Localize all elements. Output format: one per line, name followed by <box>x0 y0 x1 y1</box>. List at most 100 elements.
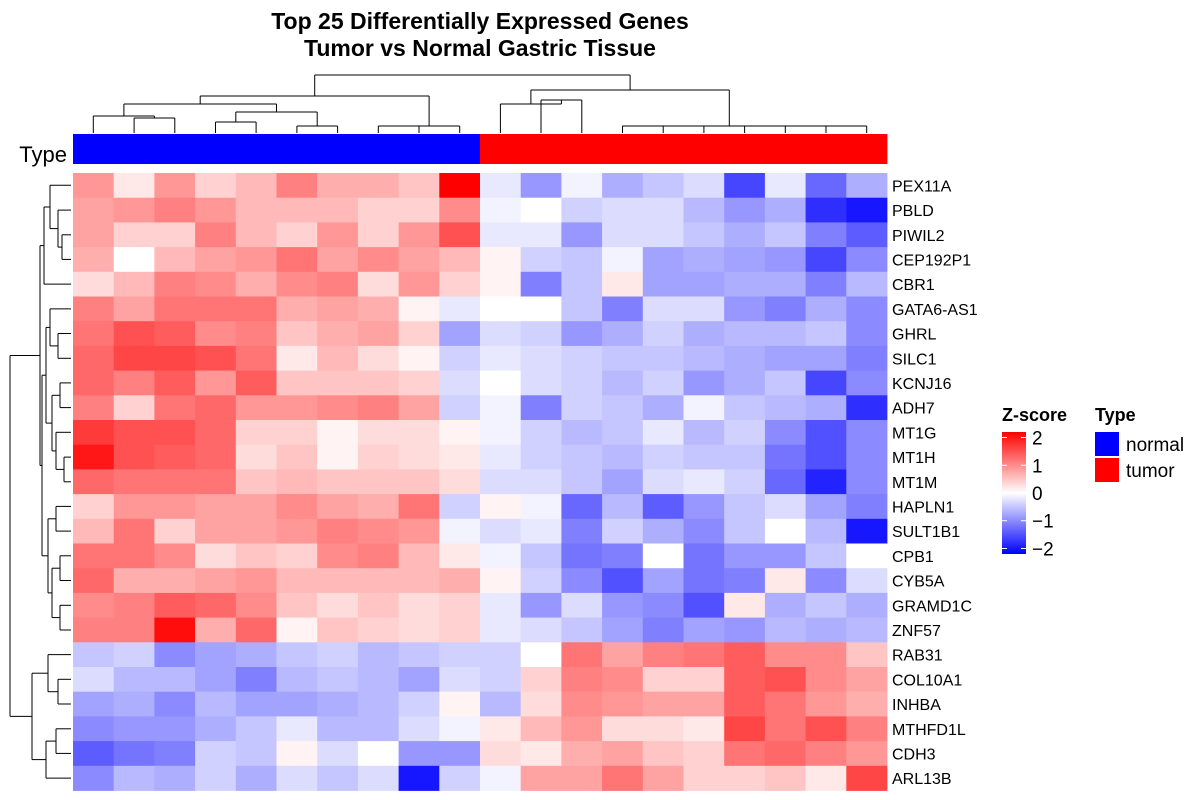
heatmap-cell <box>846 370 888 396</box>
heatmap-cell <box>439 518 481 544</box>
heatmap-cell <box>602 271 644 297</box>
heatmap-cell <box>276 197 318 223</box>
heatmap-cell <box>520 444 562 470</box>
heatmap-cell <box>195 420 237 446</box>
heatmap-cell <box>805 716 847 742</box>
heatmap-cell <box>520 716 562 742</box>
heatmap-cell <box>520 321 562 347</box>
heatmap-cell <box>642 765 684 791</box>
heatmap-cell <box>683 173 725 199</box>
heatmap-cell <box>805 395 847 421</box>
heatmap-cell <box>561 370 603 396</box>
heatmap-cell <box>235 741 277 767</box>
heatmap-cell <box>357 345 399 371</box>
heatmap-cell <box>724 370 766 396</box>
annotation-cell <box>235 134 277 164</box>
heatmap-cell <box>317 543 359 569</box>
heatmap-cell <box>317 395 359 421</box>
heatmap-cell <box>724 395 766 421</box>
heatmap-cell <box>642 691 684 717</box>
heatmap-cell <box>805 592 847 618</box>
heatmap-cell <box>805 271 847 297</box>
heatmap-cell <box>154 494 196 520</box>
heatmap-cell <box>235 420 277 446</box>
heatmap-cell <box>113 271 155 297</box>
gene-label: CEP192P1 <box>892 252 971 269</box>
heatmap-cell <box>764 370 806 396</box>
heatmap-cell <box>846 741 888 767</box>
heatmap-cell <box>683 494 725 520</box>
gene-label: CYB5A <box>892 574 945 591</box>
heatmap-cell <box>520 642 562 668</box>
heatmap-cell <box>317 494 359 520</box>
heatmap-cell <box>357 321 399 347</box>
heatmap-cell <box>805 765 847 791</box>
gene-label: GATA6-AS1 <box>892 302 978 319</box>
heatmap-cell <box>561 518 603 544</box>
heatmap-cell <box>398 568 440 594</box>
zscore-legend: Z-score 2 1 0 −1 −2 <box>1002 405 1067 561</box>
heatmap-cell <box>480 197 522 223</box>
heatmap-cell <box>520 271 562 297</box>
heatmap-cell <box>235 296 277 322</box>
heatmap-cell <box>642 617 684 643</box>
heatmap-cell <box>154 617 196 643</box>
heatmap-cell <box>154 592 196 618</box>
heatmap-cell <box>520 667 562 693</box>
heatmap-cell <box>439 765 481 791</box>
heatmap-cell <box>317 444 359 470</box>
type-legend-entries: normal tumor <box>1095 432 1184 482</box>
heatmap-cell <box>602 518 644 544</box>
heatmap-cell <box>642 345 684 371</box>
zscore-tick-label: 1 <box>1032 456 1043 477</box>
heatmap-cell <box>520 617 562 643</box>
heatmap-cell <box>357 444 399 470</box>
heatmap-cell <box>602 667 644 693</box>
heatmap-cell <box>439 494 481 520</box>
annotation-label: Type <box>19 142 67 167</box>
heatmap-cell <box>602 543 644 569</box>
heatmap-cell <box>317 296 359 322</box>
heatmap-cell <box>357 370 399 396</box>
heatmap-cell <box>195 469 237 495</box>
heatmap-cell <box>846 518 888 544</box>
heatmap-cell <box>235 370 277 396</box>
heatmap-cell <box>683 691 725 717</box>
heatmap-cell <box>561 617 603 643</box>
heatmap-cell <box>113 173 155 199</box>
heatmap-cell <box>357 469 399 495</box>
heatmap-cell <box>276 518 318 544</box>
heatmap-cell <box>724 444 766 470</box>
heatmap-cell <box>764 296 806 322</box>
heatmap-cell <box>398 345 440 371</box>
heatmap-cell <box>642 741 684 767</box>
gene-label: CBR1 <box>892 277 935 294</box>
heatmap-cell <box>73 197 115 223</box>
heatmap-cell <box>235 247 277 273</box>
heatmap-cell <box>805 667 847 693</box>
gene-label: PEX11A <box>892 178 952 195</box>
heatmap-cell <box>764 420 806 446</box>
heatmap-cell <box>73 420 115 446</box>
heatmap-cell <box>154 420 196 446</box>
annotation-cell <box>439 134 481 164</box>
heatmap-cell <box>439 395 481 421</box>
heatmap-cell <box>805 469 847 495</box>
heatmap-cell <box>73 765 115 791</box>
heatmap-cell <box>276 642 318 668</box>
heatmap-cell <box>520 741 562 767</box>
heatmap-cell <box>520 420 562 446</box>
heatmap-cell <box>357 197 399 223</box>
heatmap-cell <box>398 716 440 742</box>
heatmap-cell <box>235 321 277 347</box>
heatmap-cell <box>805 494 847 520</box>
heatmap-cell <box>724 691 766 717</box>
heatmap-cell <box>276 395 318 421</box>
heatmap-cell <box>683 271 725 297</box>
heatmap-cell <box>195 642 237 668</box>
heatmap-cell <box>73 494 115 520</box>
heatmap-cell <box>357 691 399 717</box>
heatmap-cell <box>764 197 806 223</box>
heatmap-cell <box>642 321 684 347</box>
